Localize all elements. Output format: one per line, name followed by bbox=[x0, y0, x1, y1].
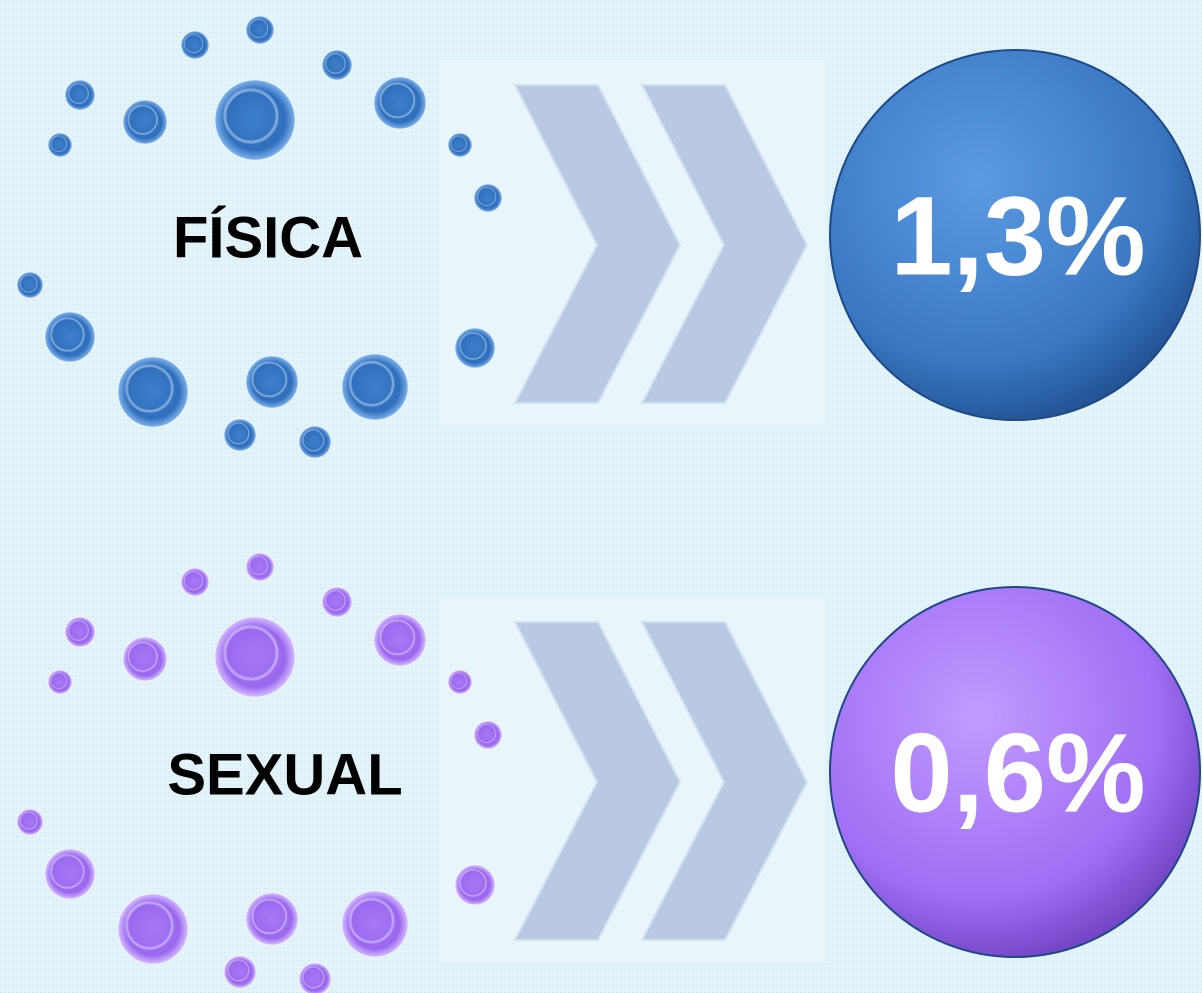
bubble-highlight bbox=[325, 590, 346, 611]
bubble bbox=[64, 616, 96, 648]
bubble-highlight bbox=[19, 811, 38, 830]
bubble-highlight bbox=[50, 854, 85, 889]
bubble-highlight bbox=[459, 332, 487, 360]
bubble bbox=[122, 99, 168, 145]
bubble bbox=[341, 890, 409, 958]
bubble-highlight bbox=[450, 672, 468, 690]
bubble bbox=[473, 183, 503, 213]
bubble bbox=[321, 49, 353, 81]
bubble-highlight bbox=[183, 570, 204, 591]
bubble-highlight bbox=[379, 82, 416, 119]
bubble bbox=[44, 848, 96, 900]
bubble bbox=[447, 669, 473, 695]
item-value: 1,3% bbox=[890, 174, 1145, 299]
bubble-highlight bbox=[127, 104, 158, 135]
bubble-highlight bbox=[476, 186, 497, 207]
bubble-highlight bbox=[125, 364, 174, 413]
bubble bbox=[117, 893, 189, 965]
bubble bbox=[47, 132, 73, 158]
item-value: 0,6% bbox=[890, 711, 1145, 836]
bubble bbox=[447, 132, 473, 158]
bubble bbox=[223, 418, 257, 452]
bubble bbox=[180, 567, 210, 597]
bubble-highlight bbox=[50, 672, 68, 690]
bubble bbox=[16, 271, 44, 299]
bubble-highlight bbox=[459, 869, 487, 897]
bubble bbox=[117, 356, 189, 428]
bubble bbox=[454, 864, 496, 906]
bubble bbox=[341, 353, 409, 421]
bubble-highlight bbox=[302, 966, 325, 989]
bubble-highlight bbox=[68, 83, 89, 104]
bubble bbox=[47, 669, 73, 695]
bubble-highlight bbox=[125, 901, 174, 950]
bubble bbox=[245, 892, 299, 946]
bubble bbox=[373, 613, 427, 667]
chevron bbox=[640, 621, 809, 941]
chevron bbox=[513, 621, 682, 941]
bubble bbox=[64, 79, 96, 111]
bubble-highlight bbox=[379, 619, 416, 656]
bubble bbox=[214, 616, 296, 698]
chevron bbox=[513, 84, 682, 404]
bubble-highlight bbox=[325, 53, 346, 74]
bubble bbox=[298, 962, 332, 993]
bubble bbox=[321, 586, 353, 618]
bubble bbox=[245, 355, 299, 409]
bubble-highlight bbox=[302, 429, 325, 452]
bubble-highlight bbox=[251, 361, 288, 398]
bubble bbox=[223, 955, 257, 989]
bubble-highlight bbox=[68, 620, 89, 641]
item-label: SEXUAL bbox=[167, 742, 402, 807]
bubble bbox=[180, 30, 210, 60]
item-label: FÍSICA bbox=[173, 205, 363, 270]
bubble-highlight bbox=[450, 135, 468, 153]
bubble bbox=[473, 720, 503, 750]
bubble bbox=[122, 636, 168, 682]
value-circle bbox=[829, 49, 1201, 421]
bubble-highlight bbox=[248, 18, 269, 39]
bubble-highlight bbox=[127, 641, 158, 672]
bubble-highlight bbox=[348, 897, 395, 944]
chevron bbox=[640, 84, 809, 404]
value-circle bbox=[829, 586, 1201, 958]
bubble-highlight bbox=[227, 422, 250, 445]
bubble-highlight bbox=[19, 274, 38, 293]
bubble bbox=[245, 15, 275, 45]
bubble-highlight bbox=[183, 33, 204, 54]
bubble bbox=[214, 79, 296, 161]
bubble-highlight bbox=[348, 360, 395, 407]
bubble-highlight bbox=[227, 959, 250, 982]
bubble-highlight bbox=[476, 723, 497, 744]
bubble bbox=[373, 76, 427, 130]
bubble-highlight bbox=[223, 88, 279, 144]
bubble bbox=[44, 311, 96, 363]
bubble-highlight bbox=[50, 317, 85, 352]
bubble bbox=[298, 425, 332, 459]
content: FÍSICA 1,3% SEXUAL 0,6% bbox=[16, 15, 1201, 993]
bubble-highlight bbox=[50, 135, 68, 153]
bubble bbox=[245, 552, 275, 582]
bubble bbox=[16, 808, 44, 836]
bubble-highlight bbox=[251, 898, 288, 935]
bubble-highlight bbox=[248, 555, 269, 576]
bubble-highlight bbox=[223, 625, 279, 681]
bubble bbox=[454, 327, 496, 369]
